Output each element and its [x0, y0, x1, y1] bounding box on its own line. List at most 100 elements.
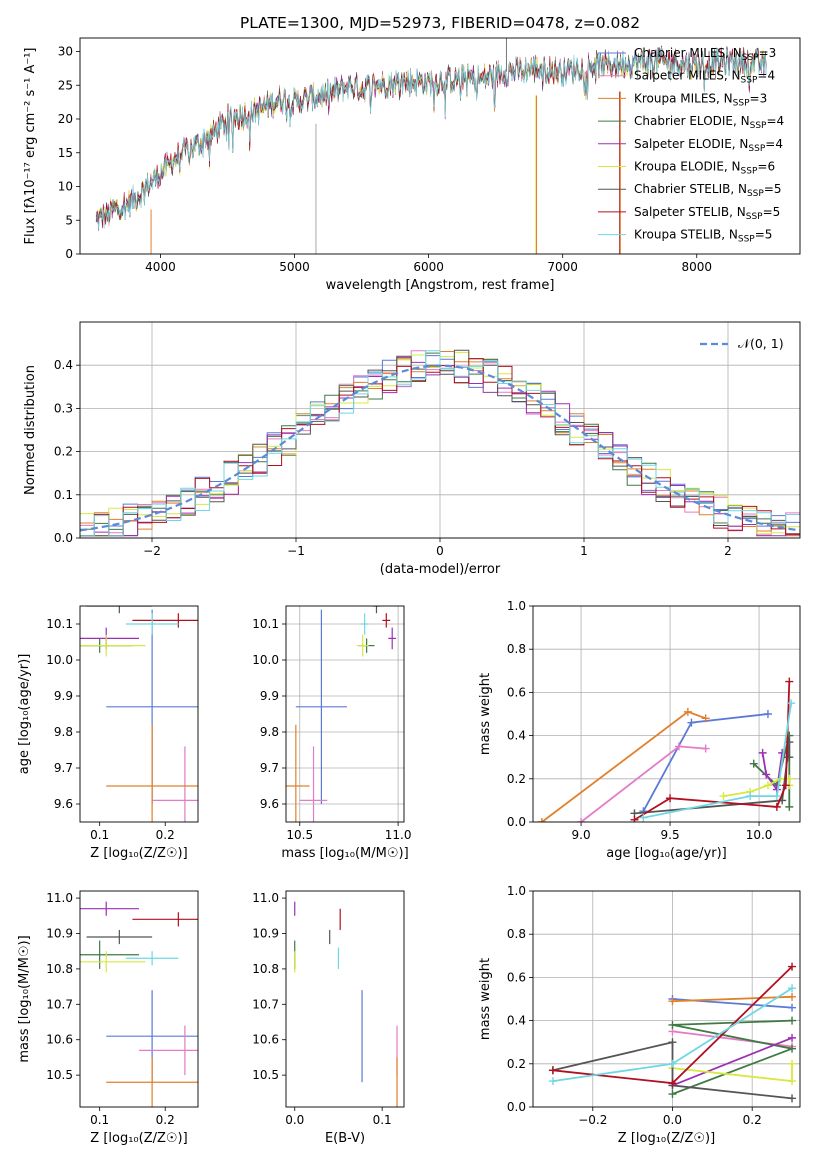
data-point [668, 997, 677, 1006]
y-tick-label: 11.0 [252, 891, 279, 905]
y-tick-label: 0.4 [507, 1014, 526, 1028]
x-tick-label: 10.5 [286, 828, 313, 842]
data-point [548, 1066, 557, 1075]
plot-area-residuals [80, 349, 800, 537]
y-tick-label: 0.0 [507, 1100, 526, 1114]
errorbar-chabrier-stelib [86, 606, 153, 614]
errorbar-kroupa-miles [106, 1057, 198, 1107]
y-tick-label: 0.0 [54, 531, 73, 545]
x-tick-label: 4000 [145, 260, 176, 274]
legend-entry-5: Salpeter ELODIE, NSSP=4 [634, 137, 783, 154]
x-tick-label: 9.0 [572, 828, 591, 842]
y-tick-label: 0.2 [507, 1057, 526, 1071]
legend-entry-2: Salpeter MILES, NSSP=4 [634, 69, 775, 86]
x-axis-label: Z [log₁₀(Z/Z☉)] [90, 1131, 187, 1146]
data-point [719, 792, 728, 801]
data-point [763, 710, 772, 718]
x-tick-label: 0.1 [90, 828, 109, 842]
y-tick-label: 11.0 [46, 891, 73, 905]
data-point [687, 718, 696, 727]
x-tick-label: −1 [287, 544, 305, 558]
data-point [674, 742, 683, 751]
data-point [668, 1079, 677, 1088]
y-tick-label: 0.6 [507, 970, 526, 984]
x-tick-label: −0.2 [578, 1113, 607, 1127]
data-point [788, 992, 797, 1001]
y-tick-label: 9.9 [54, 689, 73, 703]
y-tick-label: 0.6 [507, 685, 526, 699]
data-point [668, 1020, 677, 1029]
data-point [772, 802, 781, 811]
y-tick-label: 9.6 [260, 797, 279, 811]
y-tick-label: 0.4 [507, 729, 526, 743]
errorbar-chabrier-miles [295, 609, 347, 804]
data-point [788, 1077, 797, 1086]
series-line [541, 710, 707, 822]
errorbar-chabrier-stelib [372, 606, 381, 614]
data-point [781, 781, 790, 790]
y-tick-label: 15 [58, 146, 73, 160]
series-line [672, 1019, 796, 1095]
errorbar-kroupa-elodie [80, 634, 146, 657]
x-axis-label: Z [log₁₀(Z/Z☉)] [90, 846, 187, 861]
line-kroupa-stelib [639, 699, 796, 822]
y-axis-label: mass weight [478, 958, 493, 1040]
legend-entry-6: Kroupa ELODIE, NSSP=6 [634, 160, 775, 177]
x-tick-label: 6000 [413, 260, 444, 274]
errorbar-salpeter-stelib [382, 613, 391, 628]
series-line [761, 752, 784, 792]
panel-mass-EBV: 0.0 0.1 10.5 10.6 10.7 10.8 10.9 11.0 E(B-V) [252, 890, 405, 1146]
y-tick-label: 9.9 [260, 689, 279, 703]
errorbar-kroupa-stelib [125, 613, 179, 635]
y-tick-label: 10.5 [252, 1068, 279, 1082]
y-tick-label: 0.8 [507, 642, 526, 656]
series-line [634, 681, 791, 821]
y-tick-label: 0.8 [507, 927, 526, 941]
x-tick-label: −2 [143, 544, 161, 558]
data-point [788, 1016, 797, 1025]
series-line [672, 1037, 793, 1087]
y-tick-label: 10.6 [252, 1033, 279, 1047]
y-tick-label: 9.8 [54, 725, 73, 739]
data-point [630, 815, 639, 822]
axes-frame [285, 605, 405, 823]
errorbar-kroupa-elodie [80, 951, 146, 973]
y-tick-label: 10.6 [46, 1033, 73, 1047]
panel-massweight-Z: −0.2 0.0 0.2 0.0 0.2 0.4 0.6 0.8 1.0 Z [log₁₀(Z/Z… [478, 884, 801, 1146]
legend-entry-8: Salpeter STELIB, NSSP=5 [634, 205, 780, 222]
x-tick-label: 0.2 [156, 828, 175, 842]
line-kroupa-stelib [548, 984, 797, 1086]
plot-area-massweight-Z [548, 962, 797, 1103]
normal-curve [80, 364, 800, 532]
panel-age-mass: 10.5 11.0 9.6 9.7 9.8 9.9 10.0 10.1 mass [log₁₀(… [252, 605, 411, 861]
errorbar-kroupa-stelib [360, 613, 369, 635]
errorbar-kroupa-miles [106, 724, 198, 822]
y-tick-label: 10.7 [46, 997, 73, 1011]
y-tick-label: 0.2 [54, 445, 73, 459]
histogram-kroupa-stelib [80, 350, 800, 537]
x-axis-label: mass [log₁₀(M/M☉)] [281, 846, 408, 861]
errorbar-salpeter-stelib [132, 613, 198, 628]
y-tick-label: 5 [65, 213, 73, 227]
spectrum-line-kroupa-stelib [95, 47, 767, 230]
y-tick-label: 0 [65, 247, 73, 261]
y-axis-label: Normed distribution [23, 365, 38, 495]
data-point [788, 1033, 797, 1042]
x-tick-label: 0.0 [285, 1113, 304, 1127]
line-salpeter-stelib [630, 677, 794, 822]
errorbar-chabrier-stelib [86, 929, 153, 945]
axes-frame [79, 321, 801, 539]
x-tick-label: 0.2 [743, 1113, 762, 1127]
errorbar-kroupa-miles [286, 724, 310, 822]
plot-area-mass-Z [80, 901, 198, 1107]
x-tick-label: 2 [724, 544, 732, 558]
y-tick-label: 0.4 [54, 358, 73, 372]
errorbar-salpeter-miles [139, 1025, 198, 1076]
errorbar-salpeter-elodie [388, 627, 397, 650]
data-point [785, 802, 794, 811]
y-tick-label: 10.9 [46, 926, 73, 940]
legend-entry-4: Chabrier ELODIE, NSSP=4 [634, 114, 784, 131]
axes-frame [532, 605, 801, 823]
y-tick-label: 1.0 [507, 884, 526, 898]
